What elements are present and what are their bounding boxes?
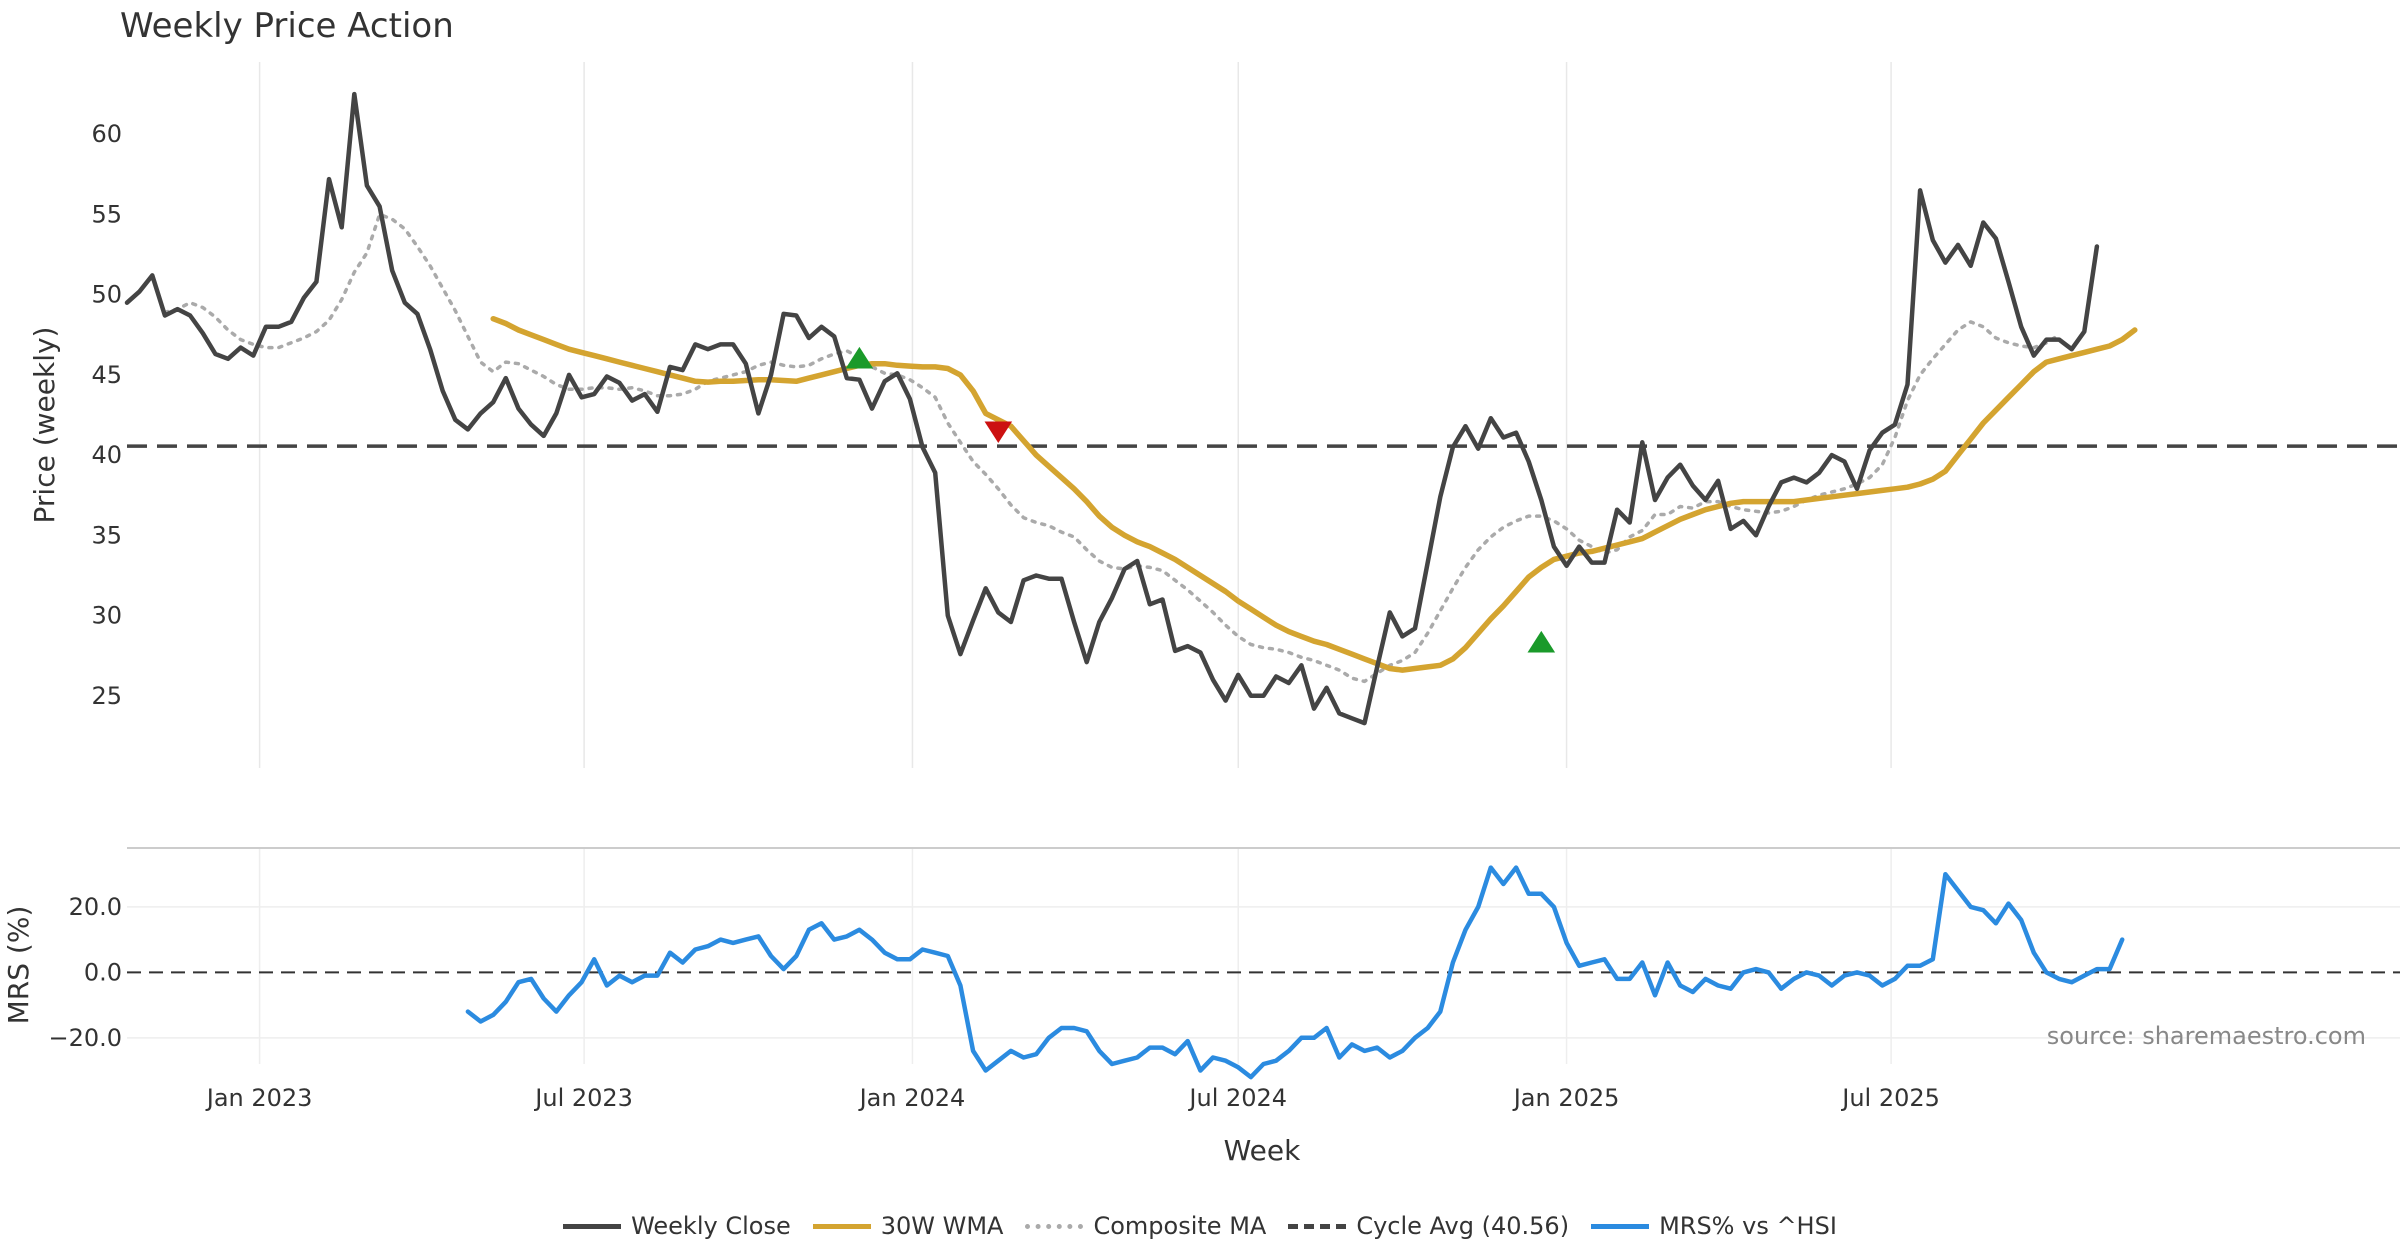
price-plot [124,91,2400,726]
x-tick-label: Jul 2025 [1840,1084,1940,1112]
legend-item: Weekly Close [563,1212,791,1240]
chart-title: Weekly Price Action [120,6,454,46]
weekly-close-line [124,91,2100,726]
legend-swatch [1591,1223,1650,1229]
x-tick-label: Jan 2024 [858,1084,966,1112]
x-tick-label: Jan 2025 [1512,1084,1620,1112]
x-axis-label: Week [1224,1134,1301,1167]
price-y-tick-label: 30 [91,602,122,630]
legend-swatch [1288,1223,1347,1229]
legend-swatch [563,1223,622,1229]
buy-signal-marker [845,346,874,369]
source-annotation: source: sharemaestro.com [2047,1022,2366,1050]
legend-swatch [812,1223,871,1229]
mrs-line [465,865,2125,1080]
wma-30w-line [490,315,2138,673]
price-y-tick-label: 45 [91,361,122,389]
price-y-tick-label: 55 [91,200,122,228]
legend-label: Weekly Close [631,1212,791,1240]
legend-item: 30W WMA [812,1212,1004,1240]
legend-label: Cycle Avg (40.56) [1356,1212,1570,1240]
x-tick-label: Jul 2023 [533,1084,633,1112]
legend: Weekly Close 30W WMA Composite MA Cycle Avg… [0,1212,2400,1240]
mrs-y-axis-label: MRS (%) [2,906,35,1025]
mrs-plot [127,865,2400,1080]
price-y-axis-label: Price (weekly) [28,327,61,524]
price-y-tick-label: 35 [91,521,122,549]
legend-item: MRS% vs ^HSI [1591,1212,1837,1240]
axes: Jan 2023 Jul 2023 Jan 2024 Jul 2024 Jan 2025… [48,120,1939,1112]
x-tick-label: Jul 2024 [1187,1084,1287,1112]
legend-swatch [1025,1223,1084,1229]
legend-label: MRS% vs ^HSI [1659,1212,1837,1240]
composite-ma-line [163,212,2061,684]
legend-item: Composite MA [1025,1212,1266,1240]
price-y-tick-label: 25 [91,682,122,710]
mrs-y-tick-label: −20.0 [48,1024,122,1052]
legend-item: Cycle Avg (40.56) [1288,1212,1569,1240]
legend-label: 30W WMA [880,1212,1004,1240]
price-y-tick-label: 50 [91,281,122,309]
grid [127,62,2400,1064]
x-tick-label: Jan 2023 [205,1084,313,1112]
price-y-tick-label: 40 [91,441,122,469]
mrs-y-tick-label: 20.0 [69,893,122,921]
buy-signal-marker [1527,630,1556,653]
legend-label: Composite MA [1093,1212,1267,1240]
sell-signal-marker [984,421,1013,444]
mrs-y-tick-label: 0.0 [84,958,122,986]
price-y-tick-label: 60 [91,120,122,148]
